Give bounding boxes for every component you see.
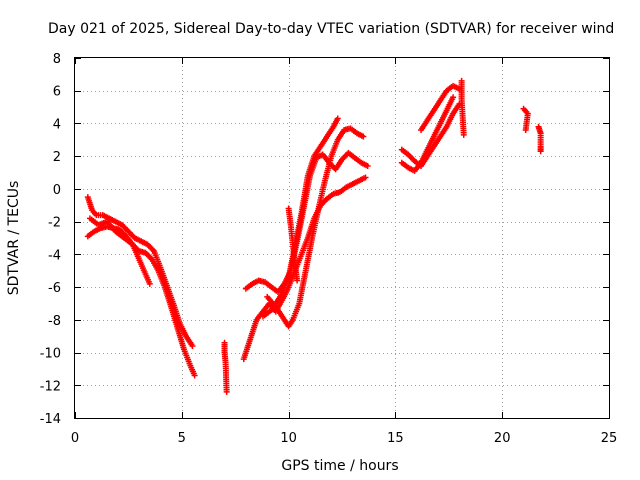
y-tick-label: 4 bbox=[53, 117, 61, 132]
data-series-9 bbox=[398, 100, 463, 169]
y-axis-label: SDTVAR / TECUs bbox=[6, 181, 22, 296]
data-point bbox=[189, 343, 196, 349]
y-tick-label: -14 bbox=[40, 412, 61, 427]
data-series-6 bbox=[264, 125, 367, 330]
x-tick-label: 20 bbox=[494, 431, 511, 446]
plot-frame bbox=[74, 57, 610, 419]
data-point bbox=[191, 372, 198, 379]
data-series-8 bbox=[285, 205, 301, 284]
data-series-14 bbox=[535, 123, 544, 155]
data-point bbox=[364, 163, 371, 169]
data-point bbox=[223, 388, 230, 395]
data-point bbox=[522, 127, 529, 133]
data-point bbox=[362, 174, 369, 181]
data-point bbox=[460, 131, 467, 138]
y-tick-label: -12 bbox=[40, 379, 61, 394]
data-series-12 bbox=[458, 77, 467, 138]
x-tick-label: 25 bbox=[601, 431, 618, 446]
data-series-3 bbox=[221, 339, 230, 395]
data-series-11 bbox=[418, 82, 463, 133]
data-point bbox=[360, 133, 367, 140]
x-tick-label: 15 bbox=[387, 431, 404, 446]
y-tick-label: -2 bbox=[48, 216, 61, 231]
x-tick-label: 5 bbox=[178, 431, 186, 446]
data-point bbox=[537, 148, 544, 155]
y-tick-labels: -14 -12 -10 -8 -6 -4 -2 0 2 4 6 8 bbox=[40, 52, 61, 427]
data-series-1 bbox=[84, 223, 198, 379]
data-point bbox=[294, 277, 301, 284]
data-point bbox=[450, 94, 457, 101]
x-tick-label: 0 bbox=[71, 431, 79, 446]
y-tick-label: 6 bbox=[53, 85, 61, 100]
x-tick-labels: 0 5 10 15 20 25 bbox=[71, 431, 617, 446]
data-series-2 bbox=[86, 215, 153, 287]
chart-title: Day 021 of 2025, Sidereal Day-to-day VTE… bbox=[48, 21, 614, 37]
y-tick-label: -8 bbox=[48, 314, 61, 329]
x-axis-label: GPS time / hours bbox=[281, 458, 398, 474]
y-tick-label: 2 bbox=[53, 150, 61, 165]
data-point bbox=[146, 280, 153, 287]
y-tick-label: -6 bbox=[48, 281, 61, 296]
y-tick-label: -10 bbox=[40, 347, 61, 362]
data-points bbox=[84, 77, 544, 395]
data-series-0 bbox=[84, 194, 196, 349]
y-tick-label: 0 bbox=[53, 183, 61, 198]
data-point bbox=[334, 115, 341, 122]
x-tick-label: 10 bbox=[280, 431, 297, 446]
data-series-10 bbox=[398, 94, 457, 174]
data-series-13 bbox=[520, 105, 531, 133]
y-tick-label: -4 bbox=[48, 248, 61, 263]
y-tick-label: 8 bbox=[53, 52, 61, 67]
